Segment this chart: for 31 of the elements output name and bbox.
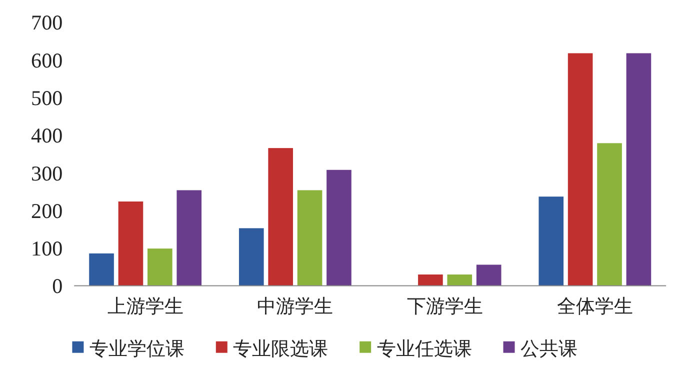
y-tick-label: 0 <box>52 274 63 298</box>
bar <box>148 248 172 286</box>
x-tick-label: 上游学生 <box>107 296 184 318</box>
y-tick-label: 100 <box>31 236 63 261</box>
legend-label: 公共课 <box>520 338 578 360</box>
y-tick-label: 200 <box>31 198 63 223</box>
bar <box>297 190 322 286</box>
y-tick-label: 300 <box>31 161 63 186</box>
bar <box>626 53 652 286</box>
bar <box>238 228 264 286</box>
y-tick-label: 600 <box>31 48 63 72</box>
bar <box>118 201 144 286</box>
bar <box>568 53 593 286</box>
x-tick-label: 下游学生 <box>407 296 484 318</box>
bar <box>326 170 352 286</box>
y-tick-label: 700 <box>31 10 63 35</box>
legend-label: 专业任选课 <box>376 338 472 360</box>
bar <box>176 190 202 286</box>
bar <box>476 264 502 286</box>
bar <box>538 196 564 286</box>
legend-label: 专业学位课 <box>89 338 184 360</box>
bar <box>447 274 472 286</box>
y-tick-label: 500 <box>31 86 63 110</box>
bar <box>597 143 622 286</box>
y-tick-label: 400 <box>31 124 63 148</box>
bar <box>89 253 114 286</box>
x-tick-label: 中游学生 <box>257 296 334 318</box>
bar <box>268 148 293 286</box>
x-tick-label: 全体学生 <box>556 296 633 318</box>
legend-label: 专业限选课 <box>233 338 328 360</box>
bar <box>418 274 443 286</box>
